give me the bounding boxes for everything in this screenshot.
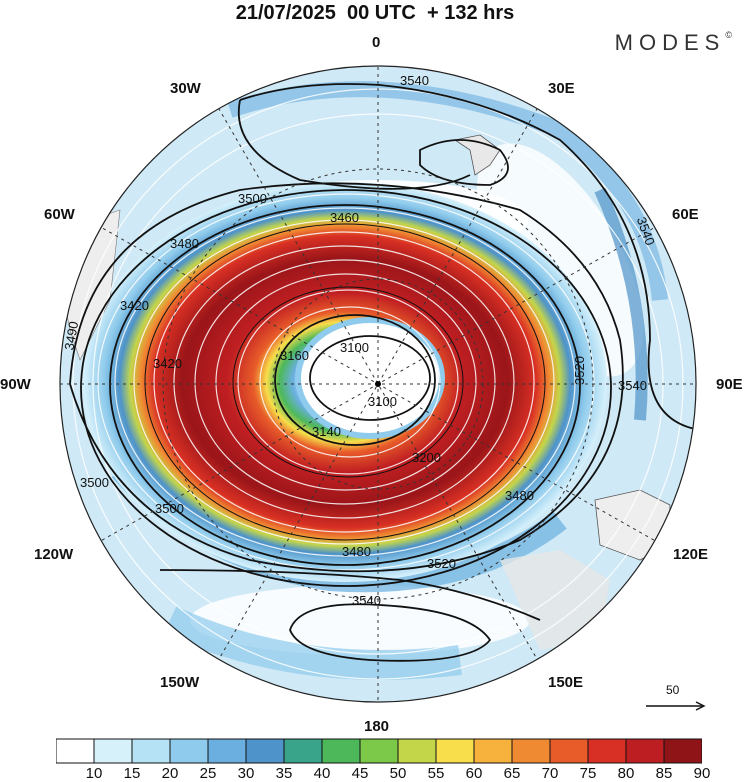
lon-label-90e: 90E [716,376,743,393]
contour-label: 3520 [572,356,587,385]
polar-vortex-center [298,320,442,436]
brand-logo: MODES© [615,30,732,56]
lon-label-60w: 60W [44,206,75,223]
reference-vector-label: 50 [666,683,680,697]
colorbar-tick-label: 70 [541,765,559,782]
colorbar-swatch [56,738,95,764]
right-arrow-icon [646,701,706,711]
colorbar-tick-label: 30 [237,765,255,782]
colorbar-tick-label: 55 [427,765,445,782]
contour-label: 3200 [412,450,441,465]
colorbar [56,738,702,764]
contour-label: 3540 [352,593,381,608]
contour-label: 3480 [170,236,199,251]
contour-label: 3460 [330,210,359,225]
contour-label: 3520 [427,556,456,571]
colorbar-tick-label: 20 [161,765,179,782]
contour-label: 3480 [342,544,371,559]
colorbar-swatch [321,738,361,764]
brand-text: MODES [614,30,726,55]
contour-label: 3420 [120,298,149,313]
colorbar-swatch [93,738,133,764]
colorbar-tick-label: 35 [275,765,293,782]
contour-label: 3160 [280,348,309,363]
contour-label: 3140 [312,424,341,439]
colorbar-tick-label: 60 [465,765,483,782]
contour-label: 3100 [340,340,369,355]
colorbar-swatch [473,738,513,764]
colorbar-tick-label: 10 [85,765,103,782]
colorbar-swatch [663,738,702,764]
colorbar-tick-label: 45 [351,765,369,782]
lon-label-60e: 60E [672,206,699,223]
colorbar-tick-label: 65 [503,765,521,782]
colorbar-tick-label: 85 [655,765,673,782]
colorbar-swatch [625,738,665,764]
contour-label: 3420 [153,356,182,371]
lon-label-150w: 150W [160,674,200,691]
colorbar-tick-label: 90 [693,765,711,782]
polar-wind-map: 3540 3500 3480 3460 3420 3160 3100 3140 … [59,65,697,703]
colorbar-tick-label: 50 [389,765,407,782]
contour-label: 3500 [155,501,184,516]
lon-label-30e: 30E [548,80,575,97]
colorbar-swatch [397,738,437,764]
wind-streamlines [72,88,684,680]
lon-label-150e: 150E [548,674,584,691]
colorbar-swatch [283,738,323,764]
colorbar-swatch [245,738,285,764]
contour-label: 3540 [618,378,647,393]
lon-label-90w: 90W [0,376,31,393]
contour-label: 3480 [505,488,534,503]
contour-label: 3540 [400,73,429,88]
colorbar-tick-label: 80 [617,765,635,782]
contour-label: 3500 [238,191,267,206]
colorbar-tick-label: 40 [313,765,331,782]
map-title: 21/07/2025 00 UTC + 132 hrs [235,2,515,24]
colorbar-swatch [131,738,171,764]
lon-label-120w: 120W [34,546,74,563]
south-pole-marker [375,381,381,387]
lon-label-0: 0 [372,34,381,51]
brand-mark: © [725,30,732,40]
map-boundary [59,65,697,703]
colorbar-swatch [549,738,589,764]
contour-label: 3490 [61,320,81,351]
colorbar-swatch [587,738,627,764]
colorbar-swatch [169,738,209,764]
lon-label-30w: 30W [170,80,201,97]
height-contours [69,83,696,662]
colorbar-swatch [359,738,399,764]
contour-label: 3100 [368,394,397,409]
lon-label-120e: 120E [673,546,709,563]
contour-label: 3500 [80,475,109,490]
colorbar-swatch [435,738,475,764]
lon-label-180: 180 [364,718,390,735]
colorbar-tick-label: 75 [579,765,597,782]
colorbar-tick-label: 15 [123,765,141,782]
colorbar-swatch [511,738,551,764]
colorbar-tick-label: 25 [199,765,217,782]
colorbar-swatch [207,738,247,764]
